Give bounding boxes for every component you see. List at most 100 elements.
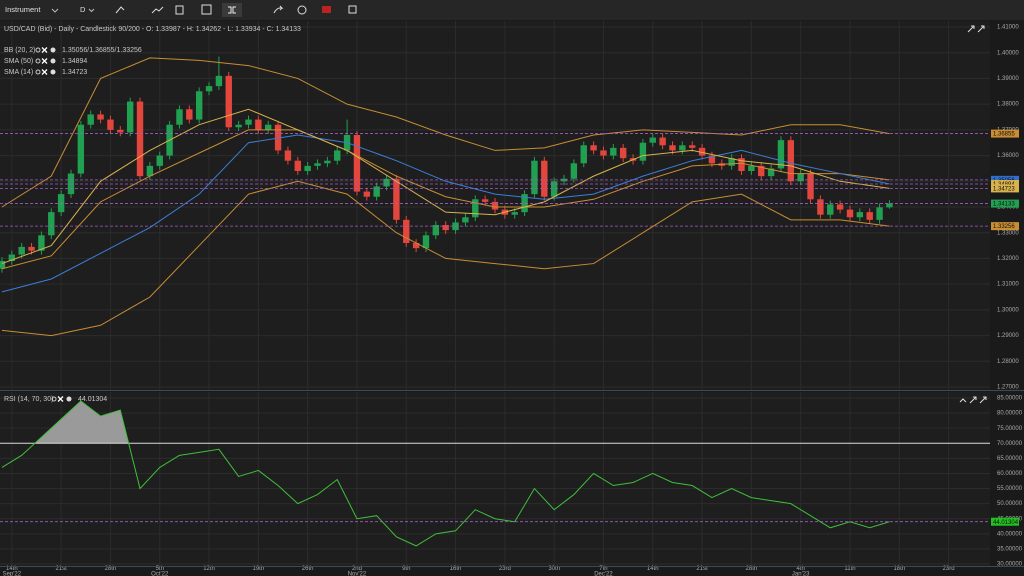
legend-value: 44.01304 bbox=[78, 396, 107, 403]
candle-body bbox=[669, 145, 676, 151]
candle-body bbox=[580, 145, 587, 164]
y-tick-label: 1.28000 bbox=[997, 359, 1019, 365]
settings-icon[interactable] bbox=[297, 5, 307, 15]
y-tick-label: 40.00000 bbox=[997, 531, 1023, 537]
panels: 1.410001.400001.390001.380001.370001.360… bbox=[0, 21, 1024, 576]
y-tick-label: 70.00000 bbox=[997, 441, 1023, 447]
candle-body bbox=[205, 86, 213, 92]
candle-body bbox=[265, 124, 272, 130]
candle-body bbox=[284, 150, 292, 161]
x-tick-label: 7th bbox=[599, 566, 607, 572]
candle-body bbox=[225, 75, 232, 128]
price-marker-box bbox=[991, 222, 1019, 231]
fullscreen-icon[interactable] bbox=[228, 6, 236, 14]
candle-body bbox=[600, 150, 607, 156]
y-tick-label: 1.36000 bbox=[997, 153, 1019, 159]
dropdown-icon bbox=[51, 8, 59, 13]
delete-icon[interactable] bbox=[175, 5, 184, 15]
popout-icon[interactable] bbox=[348, 5, 357, 14]
instrument-button[interactable]: Instrument bbox=[5, 5, 41, 14]
y-tick-label: 85.00000 bbox=[997, 396, 1023, 402]
x-tick-label: 12th bbox=[203, 566, 215, 572]
candle-body bbox=[18, 246, 25, 255]
legend-remove-icon bbox=[41, 47, 48, 53]
candle-body bbox=[876, 207, 883, 220]
candle-body bbox=[481, 199, 489, 202]
candle-body bbox=[708, 155, 716, 164]
x-tick-sublabel: Nov'22 bbox=[348, 572, 367, 576]
candle-body bbox=[77, 124, 85, 174]
share-icon[interactable] bbox=[273, 5, 284, 14]
x-tick-label: 19th bbox=[253, 566, 265, 572]
y-tick-label: 35.00000 bbox=[997, 546, 1023, 552]
y-tick-label: 30.00000 bbox=[997, 562, 1023, 568]
y-tick-label: 1.30000 bbox=[997, 307, 1019, 313]
y-tick-label: 55.00000 bbox=[997, 486, 1023, 492]
candle-body bbox=[728, 158, 735, 166]
candle-body bbox=[787, 140, 795, 182]
candle-body bbox=[836, 204, 844, 210]
legend-remove-icon bbox=[41, 58, 48, 64]
x-tick-label: 16th bbox=[450, 566, 462, 572]
timeframe-button[interactable]: D bbox=[80, 5, 86, 14]
panel-title: RSI (14, 70, 30) bbox=[4, 396, 53, 403]
panel-controls[interactable] bbox=[959, 396, 987, 404]
candle-body bbox=[590, 145, 597, 151]
legend-settings-icon bbox=[50, 58, 56, 64]
candle-body bbox=[97, 114, 104, 120]
legend-eye-icon bbox=[35, 47, 41, 53]
y-tick-label: 1.27000 bbox=[997, 385, 1019, 391]
candle-body bbox=[531, 160, 538, 195]
indicator-line bbox=[1, 180, 890, 337]
candle-body bbox=[255, 119, 262, 130]
candle-body bbox=[422, 235, 430, 249]
y-tick-label: 1.41000 bbox=[997, 25, 1019, 31]
candle-body bbox=[353, 135, 361, 192]
legend-settings-icon bbox=[50, 69, 56, 75]
legend-name: SMA (50) bbox=[4, 58, 33, 65]
y-tick-label: 1.32000 bbox=[997, 256, 1019, 262]
candle-body bbox=[886, 203, 893, 208]
candle-body bbox=[866, 212, 873, 220]
draw-tool-icon[interactable] bbox=[115, 6, 125, 14]
price-marker-label: 1.34133 bbox=[993, 202, 1015, 208]
candle-body bbox=[846, 209, 854, 218]
price-marker-box bbox=[991, 175, 1019, 184]
candle-body bbox=[156, 155, 163, 166]
candle-body bbox=[314, 163, 321, 166]
x-tick-label: 21st bbox=[55, 566, 67, 572]
candle-body bbox=[689, 145, 696, 148]
candle-body bbox=[610, 147, 617, 156]
candle-body bbox=[126, 101, 134, 133]
candle-body bbox=[432, 225, 440, 236]
dropdown-icon bbox=[88, 8, 95, 13]
price-marker-label: 1.36855 bbox=[993, 132, 1015, 138]
x-tick-label: 28th bbox=[746, 566, 758, 572]
price-marker-box bbox=[991, 517, 1019, 526]
x-tick-label: 23rd bbox=[499, 566, 511, 572]
candle-body bbox=[57, 194, 65, 213]
maximize-icon[interactable] bbox=[967, 25, 985, 33]
legend-eye-icon bbox=[51, 396, 57, 402]
indicator-icon[interactable] bbox=[151, 6, 164, 14]
candle-body bbox=[403, 219, 410, 243]
candle-body bbox=[541, 160, 548, 197]
candle-body bbox=[383, 178, 390, 187]
x-tick-label: 14th bbox=[6, 566, 18, 572]
candle-body bbox=[0, 261, 6, 269]
candle-body bbox=[462, 217, 469, 223]
x-tick-label: 23rd bbox=[943, 566, 955, 572]
candle-body bbox=[38, 235, 45, 251]
candle-body bbox=[817, 199, 824, 215]
flag-icon[interactable] bbox=[322, 6, 331, 13]
candle-body bbox=[570, 163, 578, 179]
candle-body bbox=[442, 225, 449, 231]
y-tick-label: 65.00000 bbox=[997, 456, 1023, 462]
y-tick-label: 50.00000 bbox=[997, 501, 1023, 507]
candle-body bbox=[48, 212, 55, 236]
candle-body bbox=[698, 147, 706, 156]
price-marker-label: 1.34723 bbox=[993, 186, 1015, 192]
layout-icon[interactable] bbox=[201, 4, 212, 15]
